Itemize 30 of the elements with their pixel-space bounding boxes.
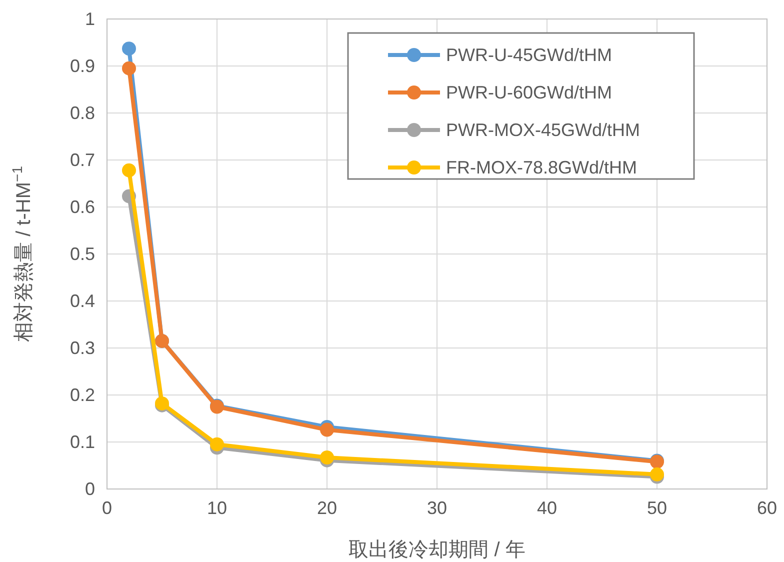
y-tick-label: 0.4 [70,291,95,311]
point [122,163,136,178]
x-tick-label: 10 [206,498,228,518]
x-tick-label: 60 [756,498,778,518]
y-tick-label: 0.1 [70,432,95,452]
y-tick-label: 0.6 [70,197,95,217]
x-tick-label: 20 [316,498,338,518]
x-axis-title: 取出後冷却期間 / 年 [348,539,526,561]
point [320,422,334,437]
point [650,467,664,482]
y-tick-label: 0.2 [70,385,95,405]
legend-label: PWR-MOX-45GWd/tHM [446,120,640,140]
y-tick-label: 0.5 [70,244,95,264]
y-tick-label: 0.9 [70,56,95,76]
y-tick-label: 0 [84,479,95,499]
y-tick-label: 0.8 [70,103,95,123]
y-tick-label: 0.3 [70,338,95,358]
x-tick-label: 50 [646,498,668,518]
x-tick-label: 40 [536,498,558,518]
legend-label: PWR-U-60GWd/tHM [446,82,612,102]
point [122,61,136,76]
legend-label: PWR-U-45GWd/tHM [446,45,612,65]
y-tick-label: 0.7 [70,150,95,170]
x-tick-label: 0 [102,498,112,518]
y-tick-label: 1 [84,9,95,29]
x-tick-label: 30 [426,498,448,518]
point [122,42,136,56]
legend-label: FR-MOX-78.8GWd/tHM [446,158,638,178]
point [320,450,334,465]
point [210,437,224,452]
